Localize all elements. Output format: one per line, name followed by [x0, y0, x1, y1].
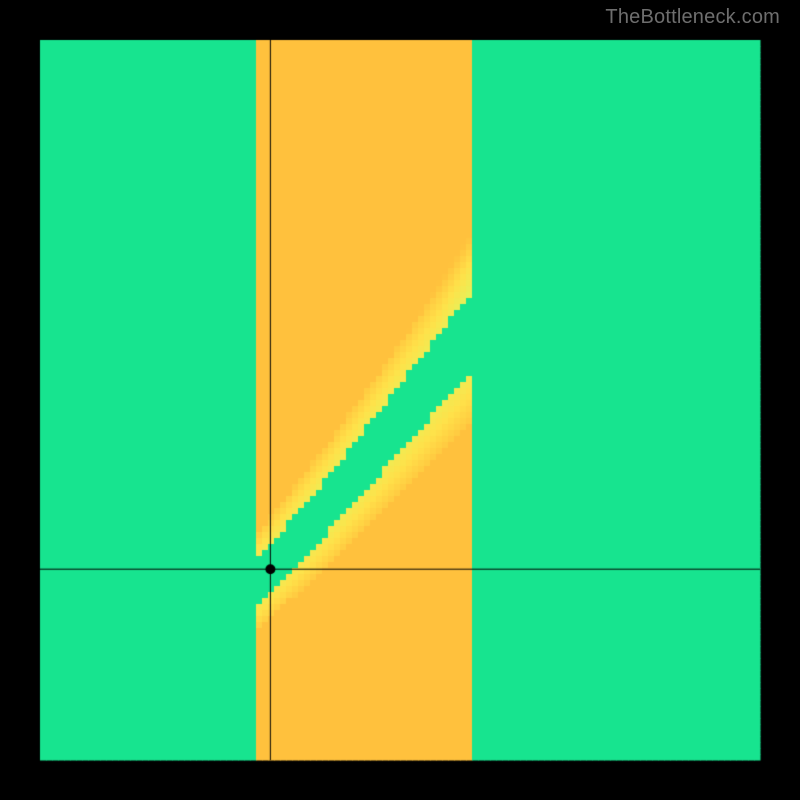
chart-container: TheBottleneck.com: [0, 0, 800, 800]
heatmap-canvas: [0, 0, 800, 800]
watermark-text: TheBottleneck.com: [605, 6, 780, 29]
